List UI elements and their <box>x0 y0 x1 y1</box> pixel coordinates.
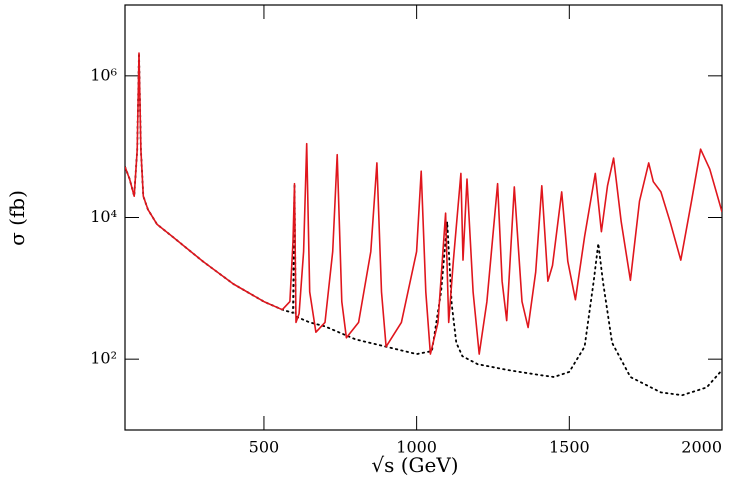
series-line <box>125 52 722 355</box>
x-axis-title: √s (GeV) <box>371 453 458 477</box>
y-tick-label: 10² <box>90 349 117 368</box>
x-tick-label: 2000 <box>681 438 722 457</box>
x-tick-label: 1000 <box>396 438 437 457</box>
y-tick-label: 10⁴ <box>90 207 117 226</box>
y-axis-title: σ (fb) <box>5 190 29 246</box>
y-tick-label: 10⁶ <box>90 65 117 84</box>
x-tick-label: 1500 <box>549 438 590 457</box>
x-tick-label: 500 <box>249 438 280 457</box>
